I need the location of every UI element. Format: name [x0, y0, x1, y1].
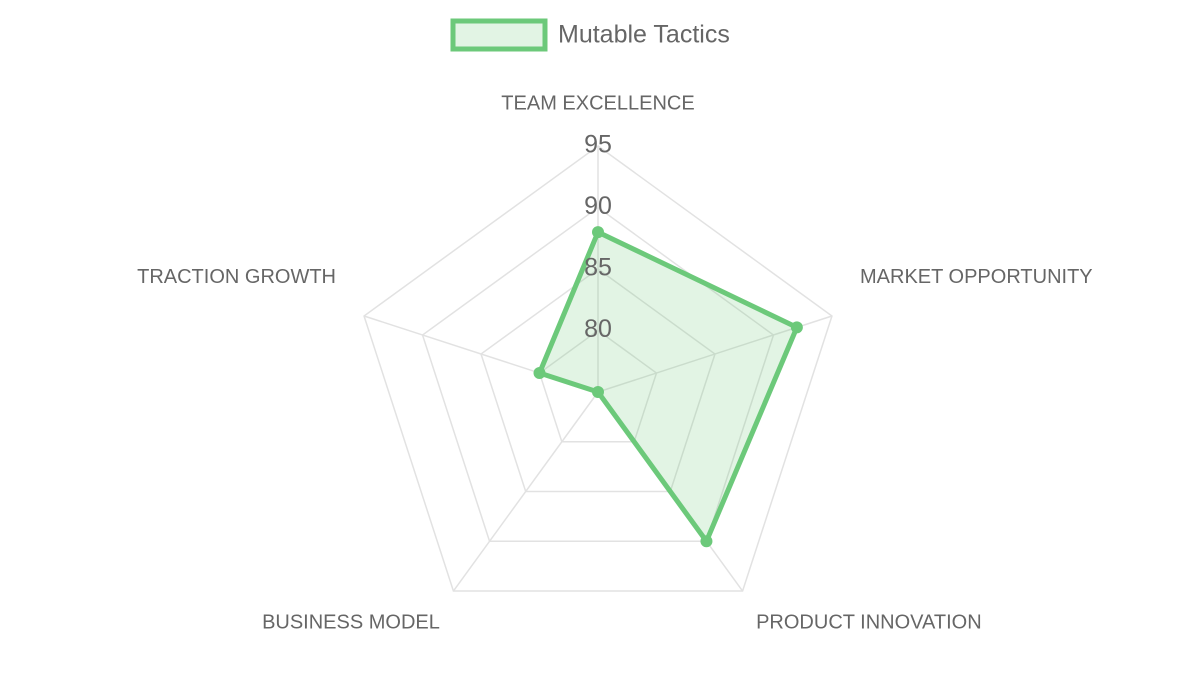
grid-ring	[480, 268, 716, 493]
series-area	[537, 229, 800, 544]
category-label: PRODUCT INNOVATION	[756, 612, 982, 634]
data-point	[592, 226, 604, 239]
category-label: BUSINESS MODEL	[262, 612, 440, 634]
legend-label: Mutable Tactics	[558, 21, 730, 49]
grid-ring	[421, 206, 775, 543]
r-tick-label: 95	[584, 131, 612, 159]
legend-swatch	[450, 18, 548, 52]
data-point	[592, 386, 604, 398]
category-label: TRACTION GROWTH	[137, 266, 336, 288]
data-point	[790, 321, 803, 334]
category-label: TEAM EXCELLENCE	[501, 92, 694, 114]
grid-ring	[363, 145, 833, 592]
r-tick-label: 80	[584, 315, 612, 343]
data-point	[700, 535, 713, 548]
category-label: MARKET OPPORTUNITY	[860, 266, 1093, 288]
r-tick-label: 85	[584, 254, 612, 282]
grid-ring	[538, 329, 658, 443]
r-tick-label: 90	[584, 192, 612, 220]
spoke	[452, 391, 599, 592]
data-point	[533, 366, 546, 379]
